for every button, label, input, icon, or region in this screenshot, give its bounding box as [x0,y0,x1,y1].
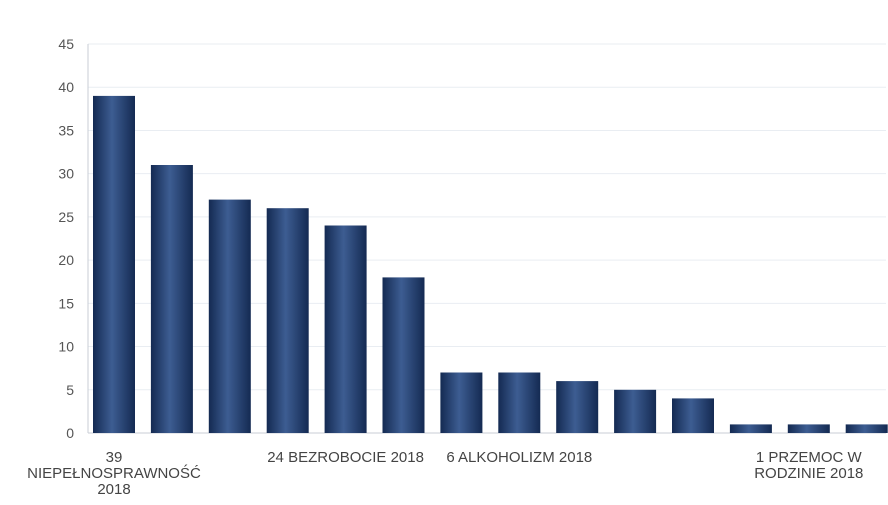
bars [93,95,888,434]
y-tick-label: 5 [66,382,74,398]
bar [498,372,541,433]
bar [150,165,193,433]
gridlines [87,43,886,434]
bar [208,199,251,433]
y-tick-label: 10 [58,339,74,355]
bar [672,398,714,433]
y-tick-label: 30 [58,166,74,182]
y-tick-label: 20 [58,252,74,268]
y-tick-label: 15 [58,295,74,311]
y-tick-label: 25 [58,209,74,225]
bar [556,381,599,433]
bar [93,95,135,434]
bar [787,424,830,433]
bar [440,372,483,433]
bar [324,225,367,433]
x-tick-label: 24 BEZROBOCIE 2018 [267,449,424,466]
y-axis: 0 5 10 15 20 25 30 35 40 45 [58,36,74,441]
bar [266,208,309,433]
bar [845,424,888,433]
x-tick-label: 1 PRZEMOC W RODZINIE 2018 [754,449,863,482]
y-tick-label: 35 [58,122,74,138]
x-tick-label: 6 ALKOHOLIZM 2018 [446,449,592,466]
y-tick-label: 45 [58,36,74,52]
y-tick-label: 0 [66,425,74,441]
y-tick-label: 40 [58,79,74,95]
x-axis-labels: 39 NIEPEŁNOSPRAWNOŚĆ 2018 24 BEZROBOCIE 201… [27,449,863,498]
bar [729,424,772,433]
bar [614,389,657,433]
x-tick-label: 39 NIEPEŁNOSPRAWNOŚĆ 2018 [27,449,201,498]
bar [382,277,425,433]
